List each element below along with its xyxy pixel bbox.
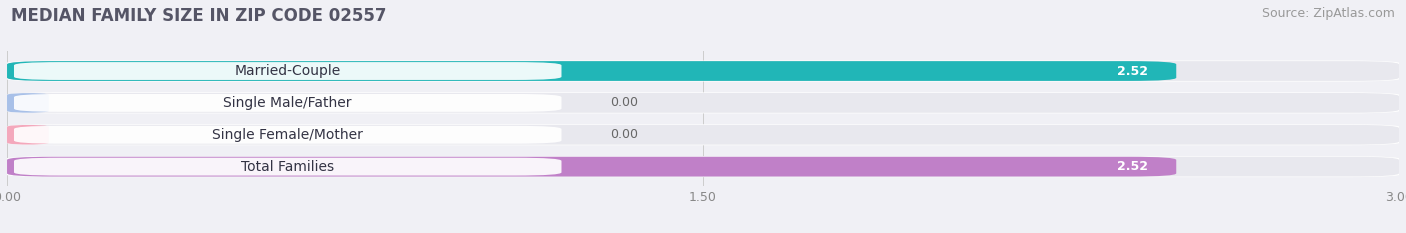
FancyBboxPatch shape: [7, 61, 1177, 81]
FancyBboxPatch shape: [7, 93, 49, 113]
FancyBboxPatch shape: [3, 124, 1403, 145]
Text: 2.52: 2.52: [1118, 65, 1149, 78]
FancyBboxPatch shape: [7, 157, 1177, 177]
FancyBboxPatch shape: [7, 125, 49, 145]
Text: MEDIAN FAMILY SIZE IN ZIP CODE 02557: MEDIAN FAMILY SIZE IN ZIP CODE 02557: [11, 7, 387, 25]
FancyBboxPatch shape: [3, 92, 1403, 113]
Text: Married-Couple: Married-Couple: [235, 64, 340, 78]
Text: 0.00: 0.00: [610, 96, 638, 110]
FancyBboxPatch shape: [7, 93, 1399, 113]
Text: Source: ZipAtlas.com: Source: ZipAtlas.com: [1261, 7, 1395, 20]
FancyBboxPatch shape: [7, 61, 1399, 81]
FancyBboxPatch shape: [7, 125, 1399, 145]
FancyBboxPatch shape: [14, 94, 561, 112]
Text: Single Female/Mother: Single Female/Mother: [212, 128, 363, 142]
FancyBboxPatch shape: [14, 62, 561, 80]
FancyBboxPatch shape: [14, 126, 561, 144]
FancyBboxPatch shape: [14, 158, 561, 175]
Text: Single Male/Father: Single Male/Father: [224, 96, 352, 110]
FancyBboxPatch shape: [3, 61, 1403, 82]
FancyBboxPatch shape: [3, 156, 1403, 177]
FancyBboxPatch shape: [7, 157, 1399, 177]
Text: 2.52: 2.52: [1118, 160, 1149, 173]
Text: 0.00: 0.00: [610, 128, 638, 141]
Text: Total Families: Total Families: [242, 160, 335, 174]
